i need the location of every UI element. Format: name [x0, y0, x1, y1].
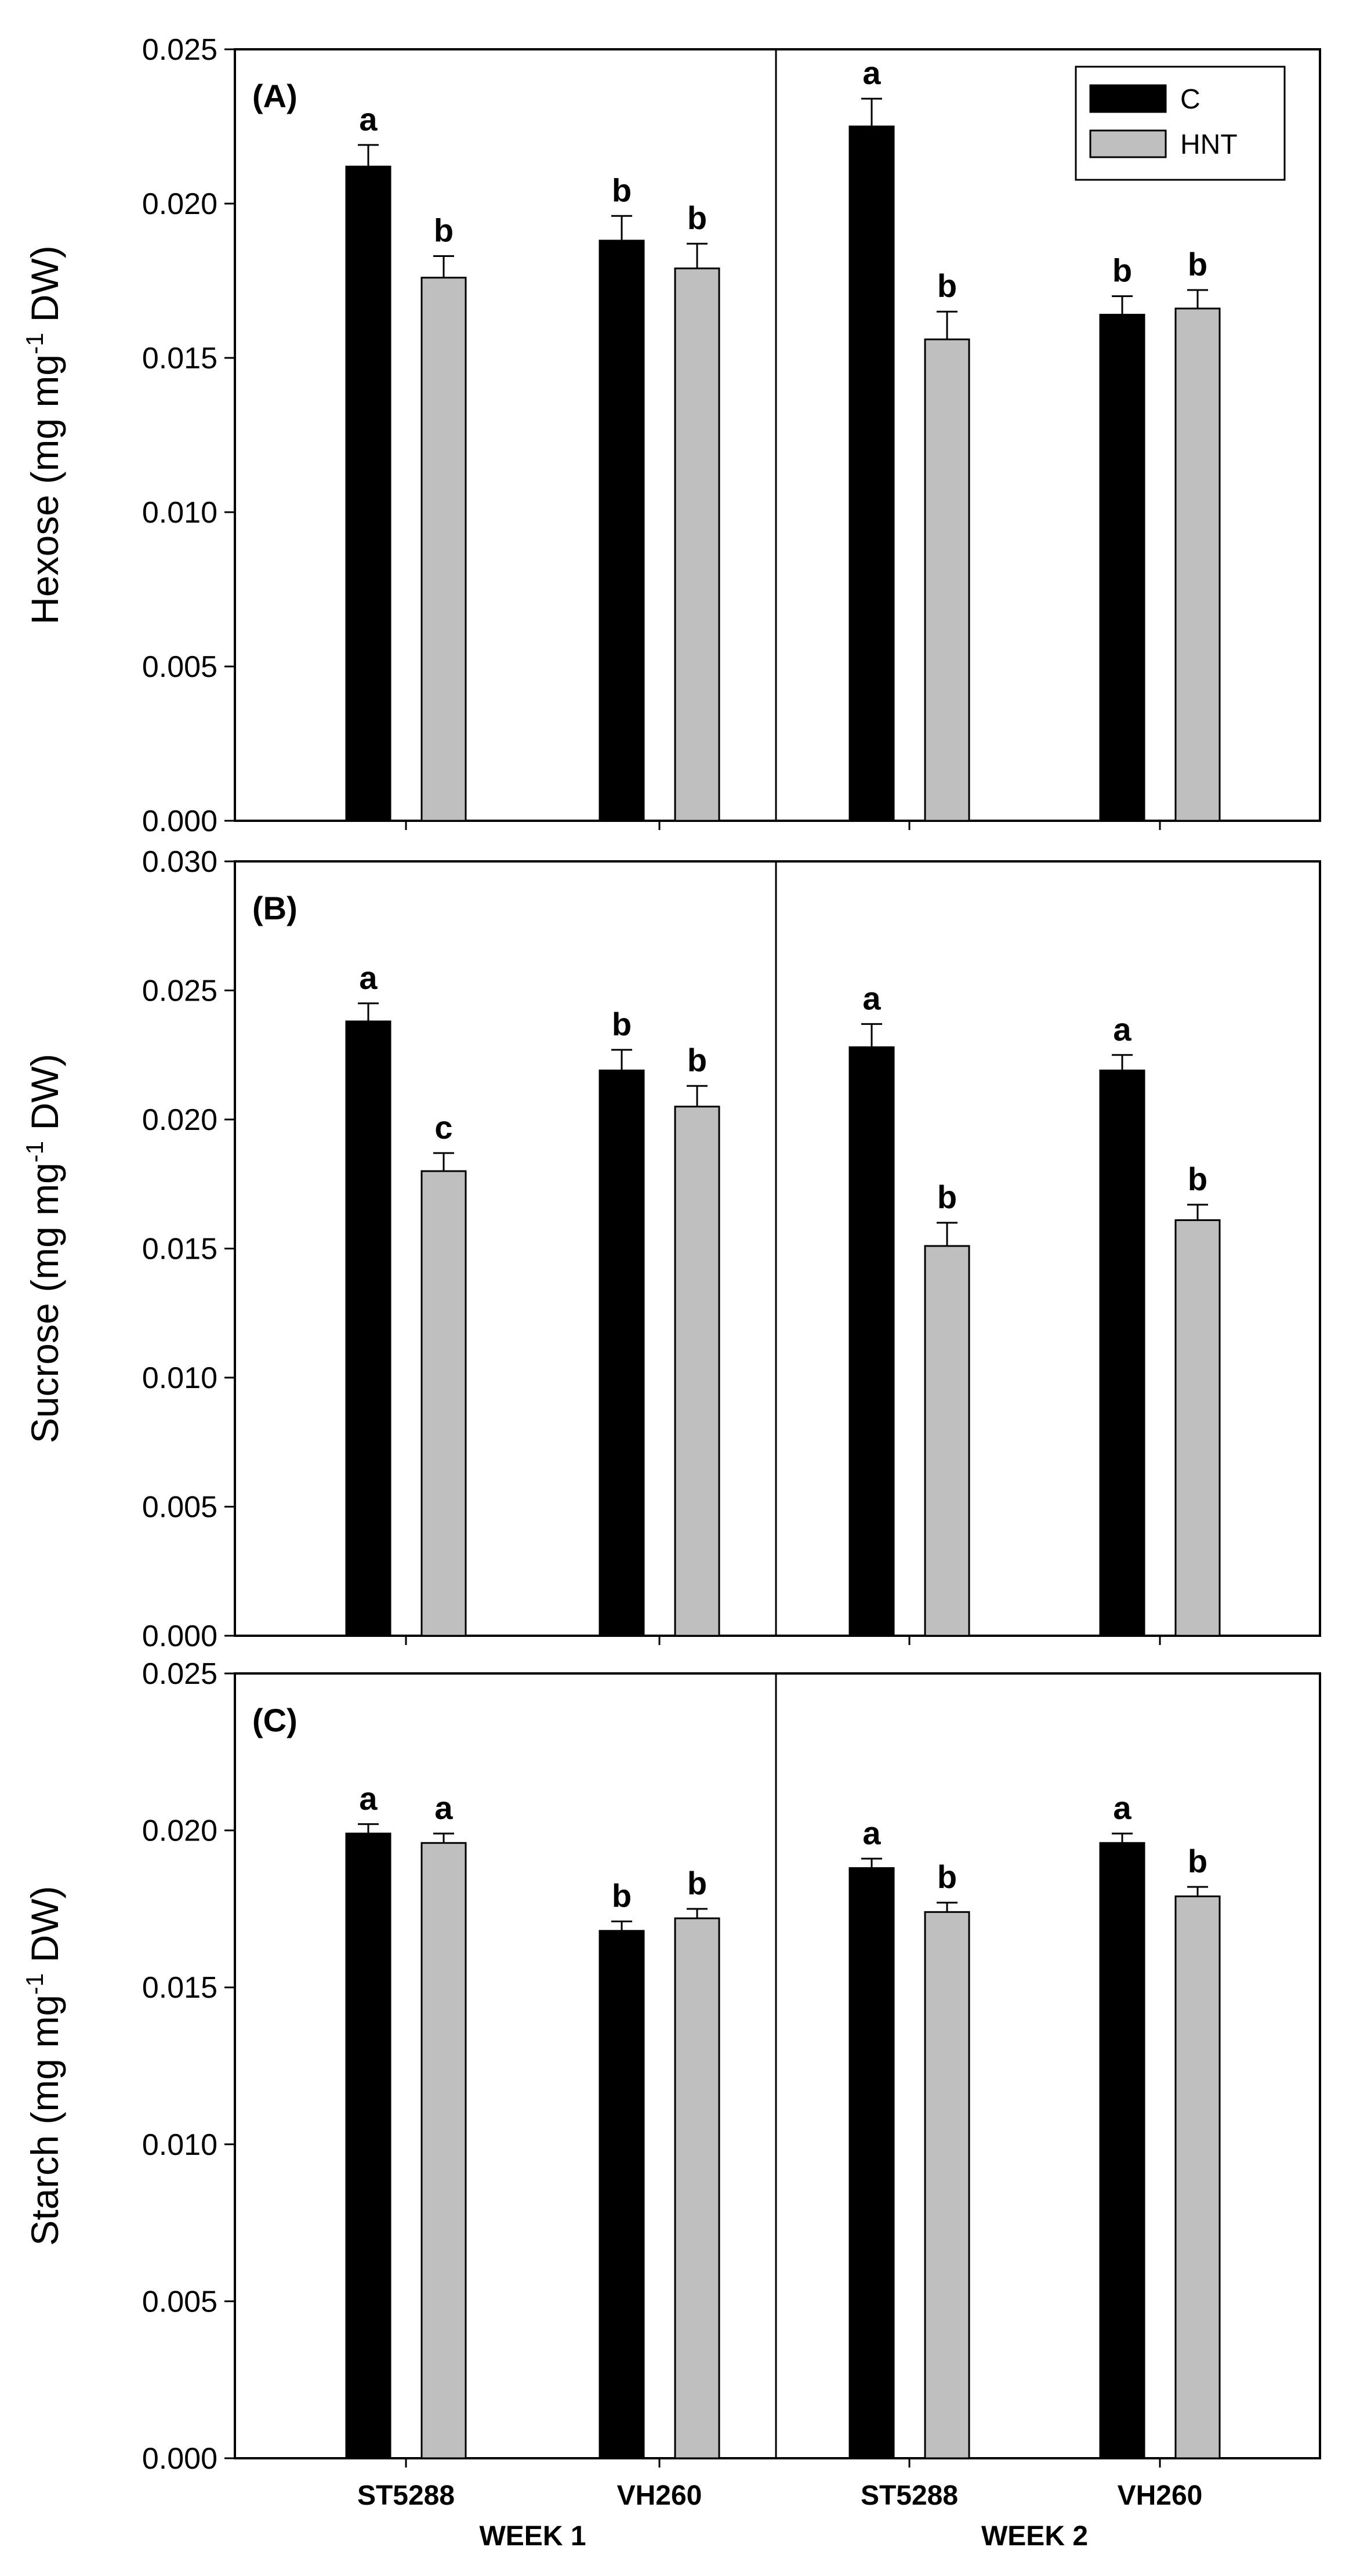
bar-hnt: [420, 1842, 467, 2459]
significance-label: b: [434, 212, 454, 248]
y-tick-label: 0.020: [142, 187, 217, 221]
y-axis-label-superscript: -1: [21, 333, 48, 354]
panel-label: (B): [252, 890, 298, 926]
y-tick-label: 0.005: [142, 650, 217, 684]
bar-c: [345, 165, 391, 822]
plot-frame: [234, 48, 1321, 822]
bar-hnt: [924, 338, 970, 822]
significance-label: b: [612, 1006, 632, 1042]
significance-label: b: [937, 1179, 957, 1215]
significance-label: b: [612, 1878, 632, 1914]
significance-label: a: [862, 55, 881, 91]
y-tick-label: 0.000: [142, 2442, 217, 2476]
significance-label: a: [359, 959, 378, 996]
bar-c: [345, 1020, 391, 1637]
bar-c: [848, 1867, 895, 2459]
week-label: WEEK 1: [479, 2521, 586, 2552]
bar-c: [848, 1046, 895, 1637]
panel-2: 0.000 0.005 0.010 0.015 0.020 0.025 0.030 Sucro…: [21, 845, 1321, 1653]
y-tick-label: 0.000: [142, 805, 217, 838]
y-tick-label: 0.020: [142, 1814, 217, 1848]
y-axis-label-unit: DW): [23, 1886, 66, 1973]
y-tick-label: 0.005: [142, 1491, 217, 1524]
bar-c: [599, 240, 645, 822]
significance-label: b: [687, 1042, 707, 1078]
y-tick-label: 0.020: [142, 1103, 217, 1137]
x-category-label: ST5288: [861, 2480, 958, 2511]
y-axis-label-unit: DW): [23, 245, 66, 332]
bar-c: [599, 1930, 645, 2459]
significance-label: a: [1113, 1011, 1131, 1048]
bar-hnt: [674, 267, 720, 822]
y-axis-label-superscript: -1: [21, 1141, 48, 1162]
y-axis-label: Hexose (mg mg-1 DW): [21, 245, 66, 624]
y-tick-label: 0.010: [142, 2128, 217, 2162]
y-axis-label-main: Starch (mg mg: [23, 1995, 66, 2246]
y-tick-label: 0.025: [142, 33, 217, 67]
y-tick-label: 0.015: [142, 1233, 217, 1266]
panel-1: 0.000 0.005 0.010 0.015 0.020 0.025 Hexose (mg…: [21, 33, 1321, 838]
significance-label: a: [434, 1789, 453, 1826]
y-axis-label: Sucrose (mg mg-1 DW): [21, 1054, 66, 1444]
y-axis-label: Starch (mg mg-1 DW): [21, 1886, 66, 2245]
y-axis-label-main: Sucrose (mg mg: [23, 1162, 66, 1443]
bar-hnt: [420, 1170, 467, 1637]
y-axis-label-main: Hexose (mg mg: [23, 354, 66, 625]
plot-frame: [234, 860, 1321, 1637]
panel-label: (C): [252, 1702, 298, 1738]
significance-label: b: [612, 172, 632, 208]
bar-hnt: [924, 1245, 970, 1637]
y-tick-label: 0.000: [142, 1619, 217, 1653]
bar-hnt: [1174, 307, 1221, 822]
significance-label: b: [937, 267, 957, 304]
y-tick-label: 0.015: [142, 342, 217, 375]
plot-frame: [234, 1672, 1321, 2459]
legend-swatch-hnt: [1089, 129, 1167, 158]
legend-label-hnt: HNT: [1180, 129, 1238, 160]
bar-hnt: [420, 277, 467, 822]
panel-label: (A): [252, 78, 298, 114]
bar-c: [345, 1832, 391, 2459]
y-tick-label: 0.030: [142, 845, 217, 879]
bar-c: [1099, 1069, 1145, 1637]
week-label: WEEK 2: [981, 2521, 1088, 2552]
legend-swatch-c: [1089, 84, 1167, 113]
x-category-label: ST5288: [357, 2480, 455, 2511]
bar-hnt: [674, 1917, 720, 2459]
significance-label: a: [862, 980, 881, 1016]
y-axis-label-superscript: -1: [21, 1973, 48, 1995]
bar-hnt: [1174, 1895, 1221, 2459]
significance-label: a: [359, 101, 378, 137]
bar-hnt: [674, 1106, 720, 1637]
significance-label: a: [1113, 1789, 1131, 1826]
significance-label: b: [687, 1865, 707, 1901]
legend-label-c: C: [1180, 84, 1201, 115]
bar-c: [848, 125, 895, 822]
y-axis-label-unit: DW): [23, 1054, 66, 1141]
significance-label: b: [937, 1858, 957, 1895]
significance-label: b: [1112, 252, 1132, 289]
y-tick-label: 0.025: [142, 974, 217, 1008]
bar-c: [599, 1069, 645, 1637]
bar-hnt: [924, 1911, 970, 2459]
significance-label: c: [434, 1109, 452, 1146]
bar-c: [1099, 1842, 1145, 2459]
bar-hnt: [1174, 1219, 1221, 1637]
bar-c: [1099, 314, 1145, 822]
significance-label: b: [1188, 1843, 1207, 1879]
y-tick-label: 0.015: [142, 1971, 217, 2005]
panel-3: 0.000 0.005 0.010 0.015 0.020 0.025 Starch (mg…: [21, 1657, 1321, 2552]
significance-label: a: [359, 1780, 378, 1817]
y-tick-label: 0.010: [142, 1361, 217, 1395]
y-tick-label: 0.025: [142, 1657, 217, 1691]
x-category-label: VH260: [617, 2480, 702, 2511]
significance-label: a: [862, 1814, 881, 1851]
significance-label: b: [1188, 246, 1207, 282]
significance-label: b: [687, 200, 707, 236]
y-tick-label: 0.005: [142, 2285, 217, 2318]
x-category-label: VH260: [1118, 2480, 1203, 2511]
significance-label: b: [1188, 1161, 1207, 1197]
y-tick-label: 0.010: [142, 496, 217, 530]
